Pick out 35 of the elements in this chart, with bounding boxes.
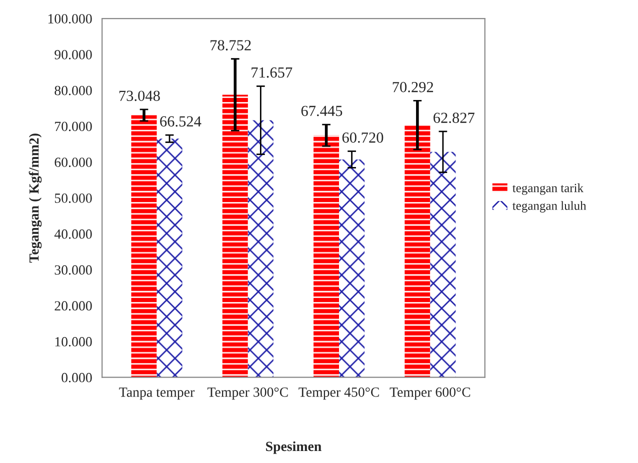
bar (248, 120, 274, 378)
data-label: 60.720 (342, 132, 384, 143)
x-tick-label: Temper 300°C (207, 387, 288, 400)
y-tick-label: 80.000 (54, 86, 92, 96)
x-axis-title: Spesimen (266, 441, 322, 454)
data-label: 70.292 (392, 82, 434, 92)
x-tick-label: Temper 600°C (390, 387, 470, 400)
bar (404, 125, 430, 378)
bar (339, 159, 365, 378)
legend-label: tegangan luluh (512, 201, 586, 213)
bar (314, 135, 340, 378)
y-tick-label: 20.000 (54, 301, 92, 311)
bar (131, 115, 157, 378)
bar (430, 152, 456, 378)
y-tick-label: 100.000 (48, 14, 92, 24)
y-tick-label: 50.000 (54, 194, 92, 203)
data-label: 78.752 (210, 40, 251, 50)
data-label: 67.445 (301, 106, 342, 116)
bar (222, 94, 248, 378)
legend-label: tegangan tarik (512, 183, 584, 195)
data-label: 66.524 (160, 116, 202, 127)
y-tick-label: 40.000 (54, 229, 92, 239)
data-label: 71.657 (252, 67, 292, 78)
y-tick-label: 90.000 (54, 50, 92, 60)
y-tick-label: 0.000 (62, 372, 92, 382)
y-tick-label: 70.000 (55, 122, 92, 132)
y-tick-label: 10.000 (55, 337, 92, 346)
y-tick-label: 60.000 (54, 158, 92, 168)
y-tick-label: 30.000 (54, 265, 92, 275)
y-axis-title: Tegangan ( Kgf/mm2) (28, 134, 42, 263)
data-label: 62.827 (434, 112, 474, 124)
x-tick-label: Tanpa temper (119, 388, 195, 400)
data-label: 73.048 (119, 90, 160, 102)
bar (156, 138, 182, 378)
x-tick-label: Temper 450°C (298, 387, 379, 400)
